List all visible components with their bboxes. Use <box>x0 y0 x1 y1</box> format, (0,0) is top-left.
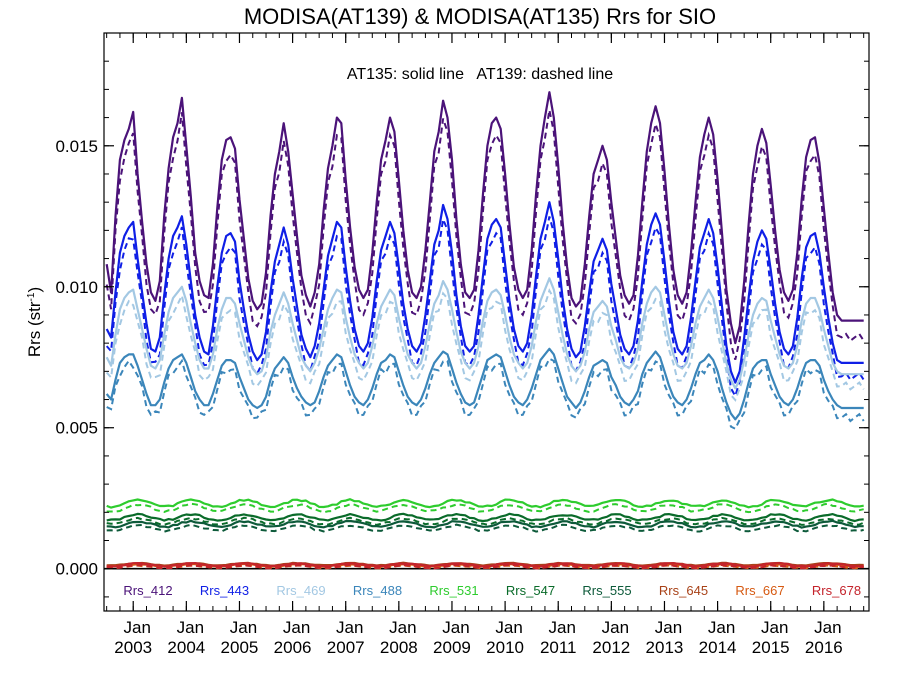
x-tick-month: Jan <box>442 618 469 637</box>
series-line-at135 <box>106 512 864 523</box>
legend-item-rrs_412: Rrs_412 <box>123 583 172 598</box>
x-tick-year: 2008 <box>380 638 418 657</box>
series-line-at139 <box>105 215 865 399</box>
x-tick-month: Jan <box>708 618 735 637</box>
series-line-at139 <box>106 357 865 431</box>
series-line-at135 <box>106 562 864 568</box>
plot-frame <box>103 32 870 612</box>
x-tick-month: Jan <box>230 618 257 637</box>
x-tick-month: Jan <box>814 618 841 637</box>
x-tick-year: 2007 <box>327 638 365 657</box>
series-Rrs_412 <box>105 91 865 360</box>
series-Rrs_469 <box>105 277 865 402</box>
x-tick-month: Jan <box>602 618 629 637</box>
x-tick-year: 2012 <box>592 638 630 657</box>
series-line-at135 <box>106 498 864 509</box>
legend-item-rrs_469: Rrs_469 <box>276 583 325 598</box>
series-line-at139 <box>105 288 865 402</box>
legend-item-rrs_667: Rrs_667 <box>735 583 784 598</box>
y-axis-label: Rrs (str-1) <box>25 287 44 357</box>
x-tick-year: 2010 <box>486 638 524 657</box>
series-line-at139 <box>106 563 864 570</box>
series-line-at139 <box>106 502 864 514</box>
series-line-at135 <box>105 201 864 384</box>
legend-item-rrs_488: Rrs_488 <box>353 583 402 598</box>
y-tick-label: 0.005 <box>55 419 98 438</box>
legend-item-rrs_645: Rrs_645 <box>659 583 708 598</box>
x-tick-month: Jan <box>655 618 682 637</box>
x-tick-month: Jan <box>495 618 522 637</box>
legend-item-rrs_443: Rrs_443 <box>200 583 249 598</box>
x-tick-month: Jan <box>549 618 576 637</box>
legend-item-rrs_678: Rrs_678 <box>812 583 861 598</box>
x-tick-year: 2006 <box>274 638 312 657</box>
legend-item-rrs_555: Rrs_555 <box>582 583 631 598</box>
x-tick-year: 2014 <box>699 638 737 657</box>
x-tick-year: 2009 <box>433 638 471 657</box>
x-tick-month: Jan <box>177 618 204 637</box>
x-axis-ticks: Jan2003Jan2004Jan2005Jan2006Jan2007Jan20… <box>106 33 865 657</box>
y-axis-ticks: 0.000 0.005 0.010 0.015 <box>55 60 869 598</box>
legend-item-rrs_531: Rrs_531 <box>429 583 478 598</box>
plot-area <box>104 91 869 570</box>
y-axis-label-main: Rrs (str <box>25 301 44 357</box>
x-tick-year: 2005 <box>221 638 259 657</box>
series-line-at139 <box>105 109 865 360</box>
x-tick-month: Jan <box>761 618 788 637</box>
series-line-at135 <box>106 519 864 529</box>
y-axis-label-sup: -1 <box>26 292 37 301</box>
series-Rrs_678 <box>106 562 864 570</box>
x-tick-month: Jan <box>336 618 363 637</box>
series-Rrs_531 <box>106 498 864 514</box>
y-tick-label: 0.000 <box>55 560 98 579</box>
y-axis-label-close: ) <box>25 287 44 293</box>
y-tick-label: 0.015 <box>55 137 98 156</box>
x-tick-month: Jan <box>283 618 310 637</box>
series-Rrs_547 <box>106 512 865 526</box>
x-tick-year: 2015 <box>752 638 790 657</box>
chart-title: MODISA(AT139) & MODISA(AT135) Rrs for SI… <box>244 4 716 29</box>
series-Rrs_443 <box>105 201 865 399</box>
x-tick-year: 2003 <box>114 638 152 657</box>
series-line-at139 <box>106 523 864 533</box>
x-tick-month: Jan <box>389 618 416 637</box>
y-tick-label: 0.010 <box>55 278 98 297</box>
series-Rrs_488 <box>105 347 865 431</box>
legend: Rrs_412 Rrs_443 Rrs_469 Rrs_488 Rrs_531 Rrs_5… <box>123 583 861 598</box>
x-tick-year: 2013 <box>646 638 684 657</box>
series-line-at135 <box>105 91 864 345</box>
legend-item-rrs_547: Rrs_547 <box>506 583 555 598</box>
x-tick-year: 2004 <box>167 638 205 657</box>
line-style-annotation: AT135: solid line AT139: dashed line <box>347 66 613 83</box>
x-tick-month: Jan <box>124 618 151 637</box>
series-Rrs_555 <box>106 519 864 533</box>
x-tick-year: 2016 <box>805 638 843 657</box>
series-line-at135 <box>105 277 864 390</box>
series-line-at139 <box>106 516 865 526</box>
x-tick-year: 2011 <box>540 638 577 657</box>
series-line-at135 <box>105 347 864 421</box>
